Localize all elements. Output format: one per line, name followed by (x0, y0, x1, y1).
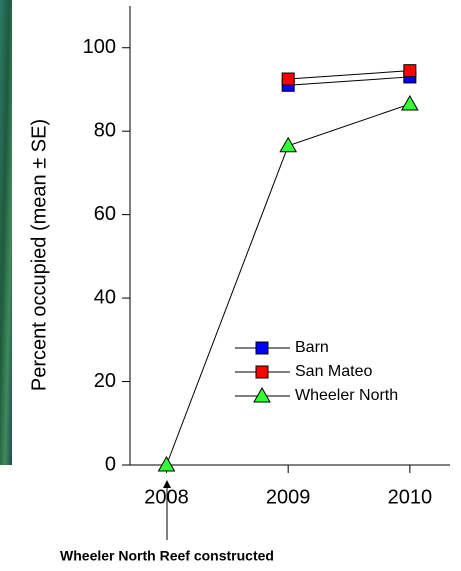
marker (403, 64, 417, 78)
marker (281, 72, 295, 86)
marker (279, 136, 298, 153)
legend-marker (253, 386, 271, 403)
photo-strip (0, 0, 12, 465)
series-line (166, 103, 411, 466)
y-tick-label: 60 (94, 203, 116, 225)
marker (400, 95, 419, 111)
x-tick-label: 2010 (388, 486, 433, 508)
legend-marker (255, 365, 269, 379)
x-tick-label: 2008 (144, 486, 189, 508)
legend-label: San Mateo (295, 363, 372, 380)
legend-label: Barn (295, 339, 329, 356)
x-tick-label: 2009 (266, 486, 311, 508)
y-axis-label: Percent occupied (mean ± SE) (28, 119, 50, 391)
legend-marker (255, 341, 269, 355)
legend-label: Wheeler North (295, 387, 398, 404)
y-tick-label: 100 (83, 36, 116, 58)
series-line (288, 76, 410, 86)
y-tick-label: 80 (94, 119, 116, 141)
arrow-head (163, 480, 171, 488)
y-tick-label: 0 (105, 453, 116, 475)
annotation: Wheeler North Reef constructed (60, 548, 274, 564)
y-tick-label: 20 (94, 370, 116, 392)
y-tick-label: 40 (94, 286, 116, 308)
marker (157, 455, 176, 472)
series-line (288, 70, 410, 80)
